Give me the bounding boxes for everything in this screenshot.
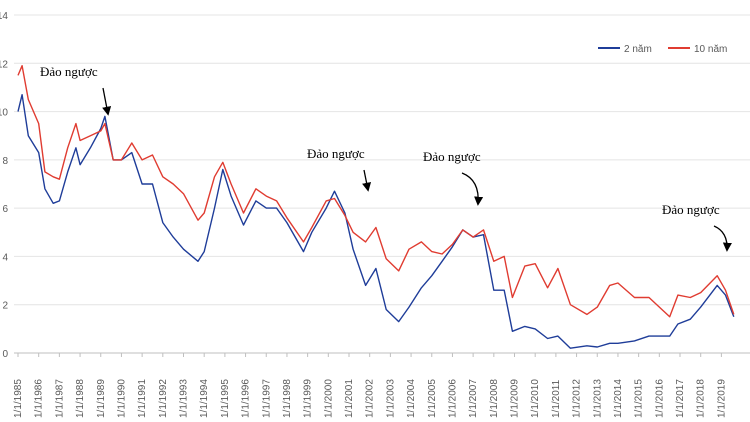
y-tick-label: 4 xyxy=(2,252,8,263)
x-tick-label: 1/1/1989 xyxy=(96,379,107,418)
y-tick-label: 14 xyxy=(0,11,8,22)
x-tick-label: 1/1/1993 xyxy=(179,379,190,418)
x-tick-label: 1/1/2010 xyxy=(530,379,541,418)
x-tick-label: 1/1/2017 xyxy=(675,379,686,418)
x-tick-label: 1/1/2008 xyxy=(489,379,500,418)
y-tick-label: 2 xyxy=(2,301,8,312)
series-line xyxy=(17,94,735,349)
annotation-arrow xyxy=(362,169,372,192)
annotation: Đảo ngược xyxy=(423,149,481,164)
x-tick-label: 1/1/1992 xyxy=(158,379,169,418)
x-tick-label: 1/1/2009 xyxy=(510,379,521,418)
x-tick-label: 1/1/2005 xyxy=(427,379,438,418)
x-tick-label: 1/1/2004 xyxy=(406,379,417,418)
x-tick-label: 1/1/2003 xyxy=(385,379,396,418)
series-line xyxy=(17,65,735,318)
x-tick-label: 1/1/2019 xyxy=(716,379,727,418)
x-tick-label: 1/1/2014 xyxy=(613,379,624,418)
x-tick-label: 1/1/1985 xyxy=(13,379,24,418)
x-tick-label: 1/1/2006 xyxy=(447,379,458,418)
annotation-arrow xyxy=(461,172,484,206)
y-tick-label: 8 xyxy=(2,156,8,167)
annotation-arrow xyxy=(102,87,112,116)
x-tick-label: 1/1/1987 xyxy=(54,379,65,418)
x-tick-label: 1/1/2015 xyxy=(634,379,645,418)
x-tick-label: 1/1/2016 xyxy=(654,379,665,418)
x-tick-label: 1/1/2000 xyxy=(323,379,334,418)
annotation-arrow xyxy=(713,225,732,252)
x-tick-label: 1/1/2007 xyxy=(468,379,479,418)
legend-label: 2 năm xyxy=(624,44,652,55)
x-tick-label: 1/1/1995 xyxy=(220,379,231,418)
x-tick-label: 1/1/2001 xyxy=(344,379,355,418)
x-tick-label: 1/1/2012 xyxy=(572,379,583,418)
x-tick-label: 1/1/2013 xyxy=(592,379,603,418)
x-tick-label: 1/1/2011 xyxy=(551,379,562,418)
y-tick-label: 6 xyxy=(2,204,8,215)
x-tick-label: 1/1/1994 xyxy=(199,379,210,418)
annotation: Đảo ngược xyxy=(40,64,98,79)
y-tick-label: 12 xyxy=(0,59,8,70)
x-tick-label: 1/1/1998 xyxy=(282,379,293,418)
y-tick-label: 0 xyxy=(2,349,8,360)
x-tick-label: 1/1/1991 xyxy=(137,379,148,418)
annotation: Đảo ngược xyxy=(662,202,720,217)
y-tick-label: 10 xyxy=(0,108,8,119)
x-tick-label: 1/1/1986 xyxy=(34,379,45,418)
x-tick-label: 1/1/1996 xyxy=(241,379,252,418)
legend-label: 10 năm xyxy=(694,44,727,55)
annotation: Đảo ngược xyxy=(307,146,365,161)
x-tick-label: 1/1/1988 xyxy=(75,379,86,418)
x-tick-label: 1/1/1997 xyxy=(261,379,272,418)
x-tick-label: 1/1/2018 xyxy=(696,379,707,418)
x-tick-label: 1/1/1990 xyxy=(116,379,127,418)
x-tick-label: 1/1/2002 xyxy=(365,379,376,418)
x-tick-label: 1/1/1999 xyxy=(303,379,314,418)
